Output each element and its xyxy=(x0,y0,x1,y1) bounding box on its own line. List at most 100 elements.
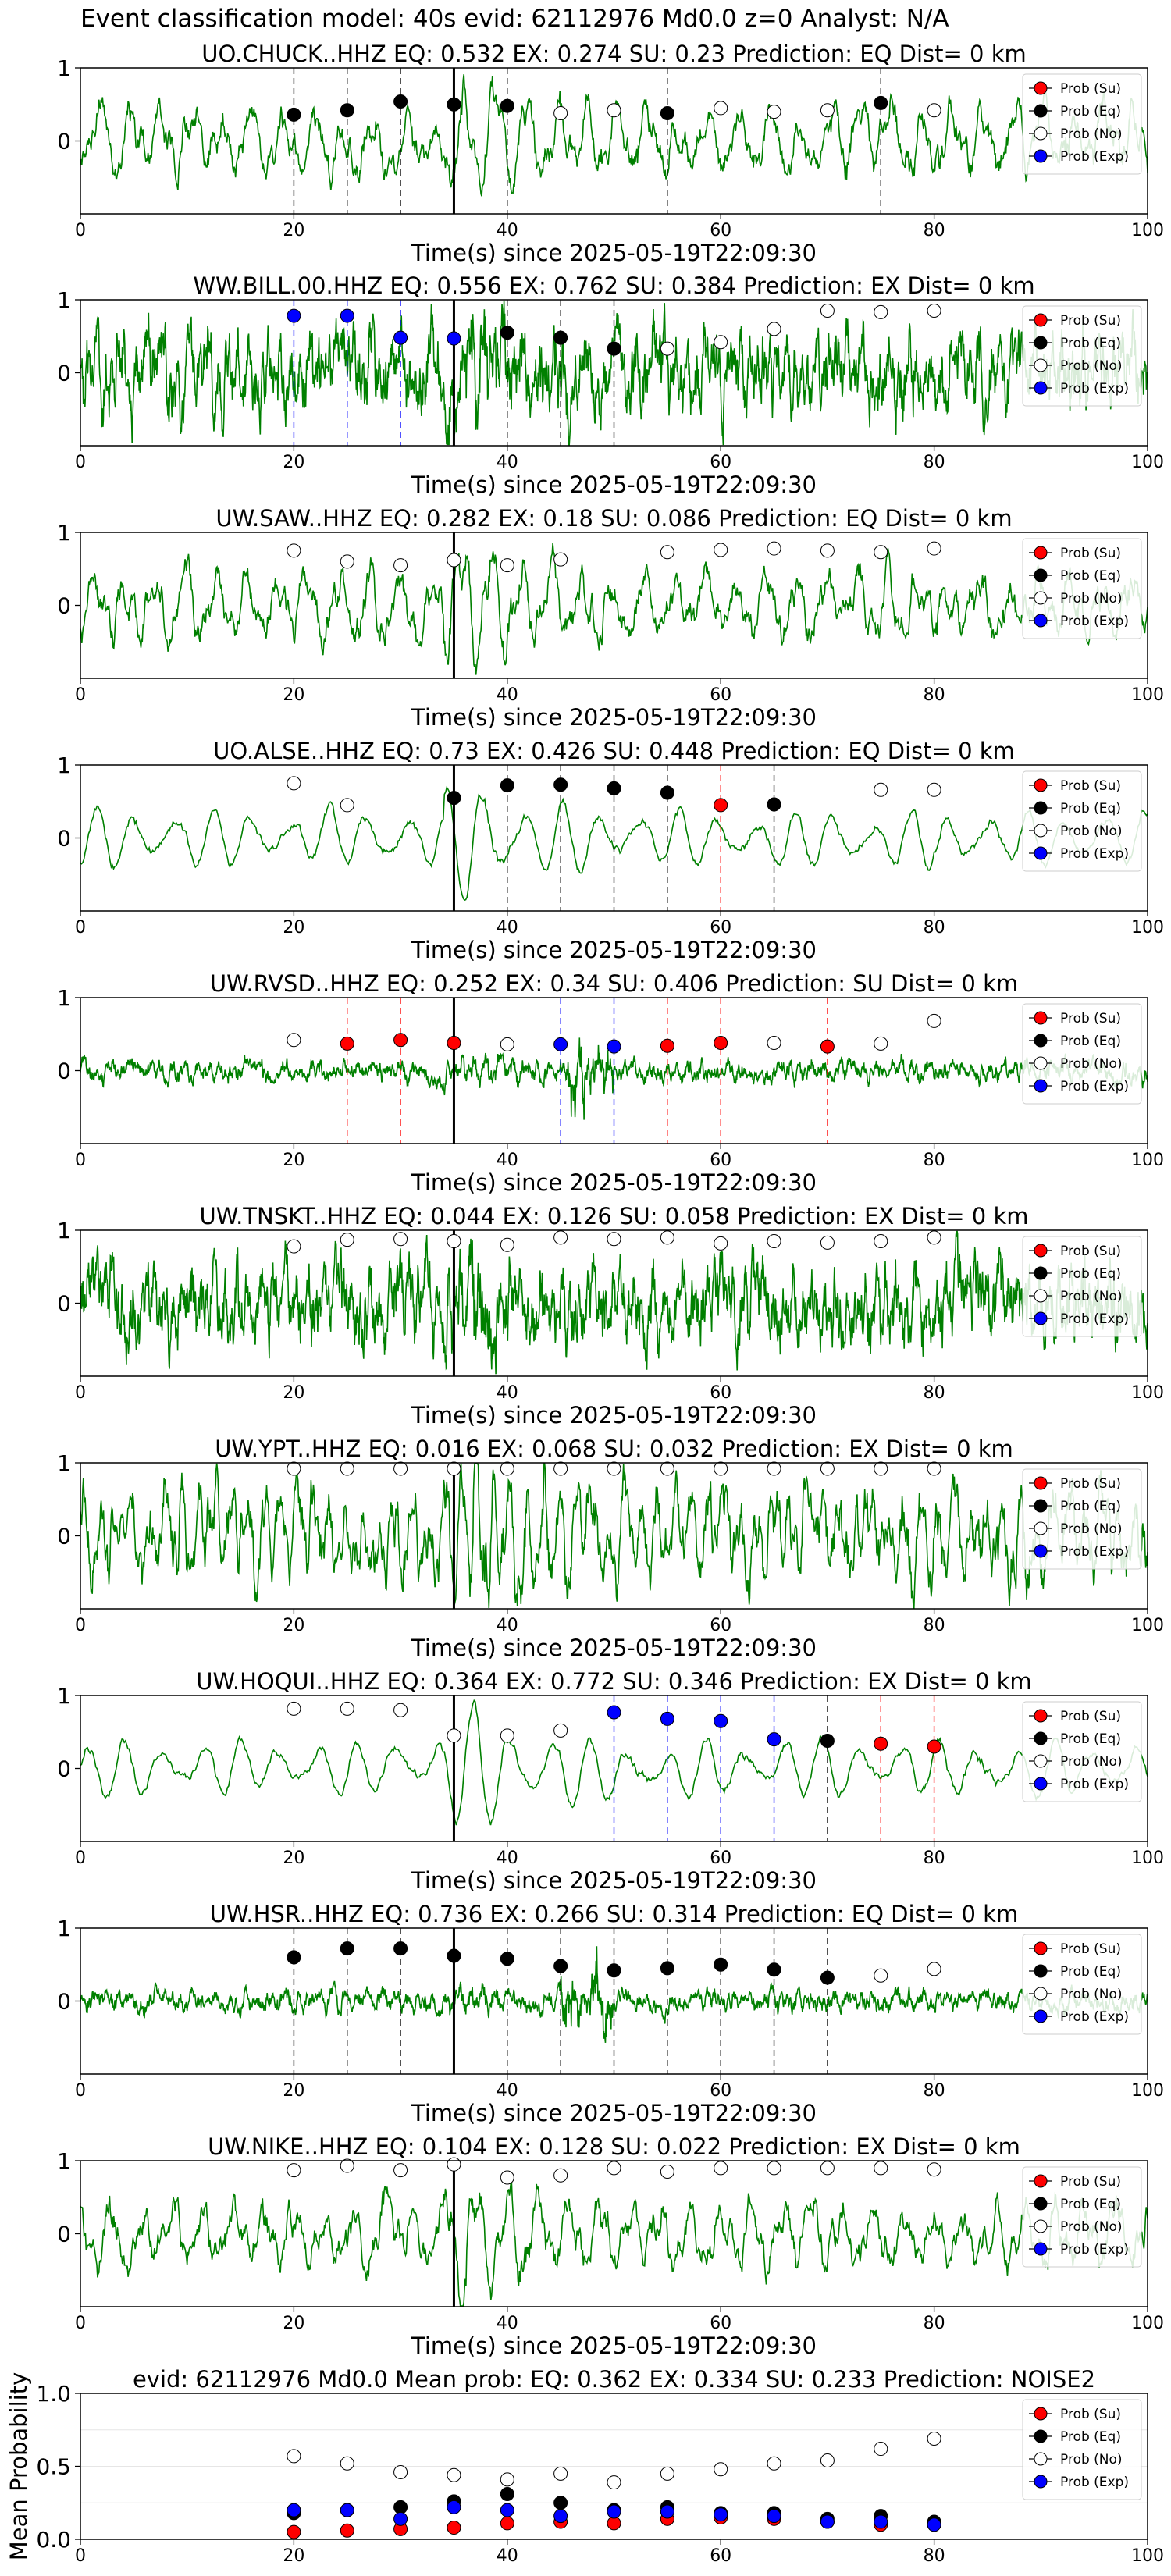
panel-8-prob-point-7 xyxy=(607,1705,621,1720)
panel-11-point-su-7 xyxy=(607,2516,621,2531)
panel-9-prob-point-3 xyxy=(393,1941,408,1956)
panel-1-xtick-label: 20 xyxy=(283,221,304,240)
panel-7-waveform xyxy=(80,1463,1148,1609)
panel-3-prob-point-9 xyxy=(767,541,781,556)
panel-8-legend-label-exp: Prob (Exp) xyxy=(1060,1777,1129,1792)
panel-2-xtick-label: 40 xyxy=(497,453,518,472)
panel-2-ytick-label: 1 xyxy=(57,287,71,313)
panel-8-prob-point-9 xyxy=(714,1713,728,1728)
panel-5-xtick-label: 40 xyxy=(497,1151,518,1170)
panel-2-prob-point-1 xyxy=(287,308,301,323)
panel-7-prob-point-5 xyxy=(500,1461,514,1476)
panel-8-prob-point-12 xyxy=(874,1736,888,1751)
panel-11-ytick-label: 1.0 xyxy=(36,2381,71,2407)
panel-4-prob-point-4 xyxy=(500,778,514,793)
panel-11-legend-marker-exp xyxy=(1034,2475,1048,2489)
panel-9-xlabel: Time(s) since 2025-05-19T22:09:30 xyxy=(411,2100,817,2126)
panel-1-prob-point-7 xyxy=(607,103,621,118)
panel-5-legend-marker-exp xyxy=(1034,1079,1048,1093)
panel-8-xtick-label: 60 xyxy=(710,1848,731,1868)
panel-4-title: UO.ALSE..HHZ EQ: 0.73 EX: 0.426 SU: 0.44… xyxy=(213,738,1015,764)
panel-6-ytick-label: 1 xyxy=(57,1218,71,1244)
panel-11-point-exp-5 xyxy=(500,2503,514,2517)
panel-5-legend-label-eq: Prob (Eq) xyxy=(1060,1034,1121,1049)
panel-1-prob-point-10 xyxy=(767,105,781,119)
chart-panel-7: UW.YPT..HHZ EQ: 0.016 EX: 0.068 SU: 0.03… xyxy=(57,1436,1164,1661)
panel-8-xtick-label: 20 xyxy=(283,1848,304,1868)
panel-9-xtick-label: 0 xyxy=(75,2081,86,2101)
panel-6-legend-box xyxy=(1022,1236,1142,1337)
panel-4-legend-marker-exp xyxy=(1034,846,1048,860)
panel-2-prob-point-6 xyxy=(553,330,568,345)
panel-5-xtick-label: 80 xyxy=(924,1151,945,1170)
panel-11-legend-label-su: Prob (Su) xyxy=(1060,2407,1121,2422)
panel-11-xtick-label: 100 xyxy=(1131,2546,1164,2566)
panel-10-legend-label-eq: Prob (Eq) xyxy=(1060,2197,1121,2212)
panel-5-legend-marker-su xyxy=(1034,1011,1048,1025)
panel-9-legend-box xyxy=(1022,1934,1142,2035)
panel-11-point-exp-3 xyxy=(393,2511,408,2526)
panel-5-ytick-label: 1 xyxy=(57,985,71,1011)
panel-8-prob-point-13 xyxy=(927,1739,941,1754)
panel-11-legend-marker-no xyxy=(1034,2452,1048,2466)
panel-9-legend-label-eq: Prob (Eq) xyxy=(1060,1964,1121,1980)
panel-6-xtick-label: 60 xyxy=(710,1383,731,1403)
panel-10-legend-box xyxy=(1022,2166,1142,2268)
panel-11-point-su-5 xyxy=(500,2516,514,2531)
panel-11-point-exp-11 xyxy=(820,2514,835,2529)
panel-1-xtick-label: 80 xyxy=(924,221,945,240)
panel-11-xtick-label: 40 xyxy=(497,2546,518,2566)
panel-9-xtick-label: 20 xyxy=(283,2081,304,2101)
panel-9-xtick-label: 100 xyxy=(1131,2081,1164,2101)
panel-6-prob-point-5 xyxy=(500,1237,514,1252)
panel-6-legend-label-exp: Prob (Exp) xyxy=(1060,1311,1129,1327)
panel-2-prob-point-3 xyxy=(393,330,408,345)
panel-5-xtick-label: 60 xyxy=(710,1151,731,1170)
panel-5-prob-point-11 xyxy=(820,1039,835,1054)
panel-6-xtick-label: 20 xyxy=(283,1383,304,1403)
panel-8-legend-marker-no xyxy=(1034,1754,1048,1768)
panel-10-prob-point-13 xyxy=(927,2162,941,2177)
panel-8-xtick-label: 0 xyxy=(75,1848,86,1868)
panel-10-prob-point-12 xyxy=(874,2161,888,2176)
panel-3-legend-label-no: Prob (No) xyxy=(1060,591,1123,607)
panel-11-legend-label-no: Prob (No) xyxy=(1060,2452,1123,2467)
panel-6-xtick-label: 100 xyxy=(1131,1383,1164,1403)
panel-5-legend-marker-eq xyxy=(1034,1034,1048,1048)
panel-6-axes-frame xyxy=(80,1229,1148,1377)
panel-2-legend-marker-no xyxy=(1034,358,1048,372)
panel-3-prob-point-10 xyxy=(820,543,835,558)
panel-2-legend-label-no: Prob (No) xyxy=(1060,358,1123,374)
panel-4-waveform xyxy=(80,785,1148,902)
panel-3-prob-point-6 xyxy=(553,552,568,567)
panel-5-legend-label-su: Prob (Su) xyxy=(1060,1011,1121,1026)
panel-6-prob-point-10 xyxy=(767,1234,781,1249)
panel-5-title: UW.RVSD..HHZ EQ: 0.252 EX: 0.34 SU: 0.40… xyxy=(210,970,1018,997)
panel-2-legend-label-exp: Prob (Exp) xyxy=(1060,381,1129,397)
panel-3-xtick-label: 0 xyxy=(75,685,86,705)
panel-1-legend-box xyxy=(1022,73,1142,175)
panel-4-legend-box xyxy=(1022,770,1142,872)
panel-11-title: evid: 62112976 Md0.0 Mean prob: EQ: 0.36… xyxy=(133,2366,1095,2393)
panel-3-prob-point-3 xyxy=(393,558,408,573)
panel-3-legend-label-su: Prob (Su) xyxy=(1060,546,1121,561)
panel-2-prob-point-2 xyxy=(340,308,354,323)
panel-9-prob-point-1 xyxy=(287,1950,301,1965)
panel-7-xtick-label: 80 xyxy=(924,1616,945,1635)
panel-9-prob-point-6 xyxy=(553,1959,568,1973)
panel-7-prob-point-7 xyxy=(607,1461,621,1476)
panel-9-prob-point-10 xyxy=(767,1962,781,1977)
panel-11-point-su-4 xyxy=(447,2521,461,2535)
panel-3-legend-marker-su xyxy=(1034,546,1048,560)
panel-8-legend-marker-eq xyxy=(1034,1731,1048,1745)
panel-10-prob-point-4 xyxy=(447,2157,461,2172)
panel-9-legend-label-exp: Prob (Exp) xyxy=(1060,2009,1129,2025)
panel-3-ytick-label: 0 xyxy=(57,593,71,619)
panel-3-prob-point-12 xyxy=(927,541,941,556)
panel-7-legend-marker-no xyxy=(1034,1521,1048,1535)
chart-panel-9: UW.HSR..HHZ EQ: 0.736 EX: 0.266 SU: 0.31… xyxy=(57,1901,1164,2126)
panel-6-legend-marker-no xyxy=(1034,1289,1048,1303)
panel-3-xtick-label: 20 xyxy=(283,685,304,705)
panel-4-xtick-label: 20 xyxy=(283,918,304,938)
